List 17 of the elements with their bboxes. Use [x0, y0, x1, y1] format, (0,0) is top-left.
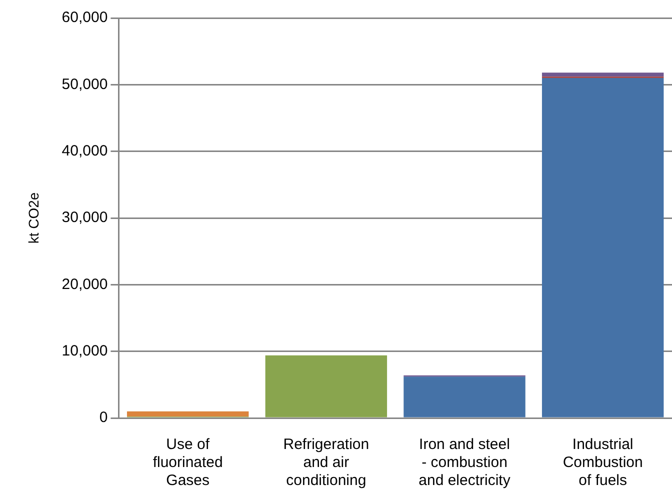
x-tick-label: Refrigeration and air conditioning	[283, 436, 370, 490]
bar	[404, 376, 526, 418]
bar	[542, 72, 664, 77]
y-tick-label: 10,000	[62, 342, 108, 360]
x-tick-label: Iron and steel - combustion and electricity	[418, 436, 511, 490]
y-tick-label: 30,000	[62, 209, 108, 226]
y-tick-label: 60,000	[62, 9, 108, 26]
x-tick-label: Use of fluorinated Gases	[152, 436, 223, 490]
y-axis-title: kt CO2e	[25, 192, 42, 244]
bar	[265, 355, 388, 418]
bar	[126, 411, 249, 417]
bar	[542, 78, 664, 418]
y-tick-label: 0	[99, 409, 108, 426]
x-tick-label: Industrial Combustion of fuels	[562, 436, 643, 490]
y-tick-label: 40,000	[62, 142, 108, 160]
y-tick-label: 50,000	[62, 76, 108, 93]
y-tick-label: 20,000	[62, 276, 108, 293]
